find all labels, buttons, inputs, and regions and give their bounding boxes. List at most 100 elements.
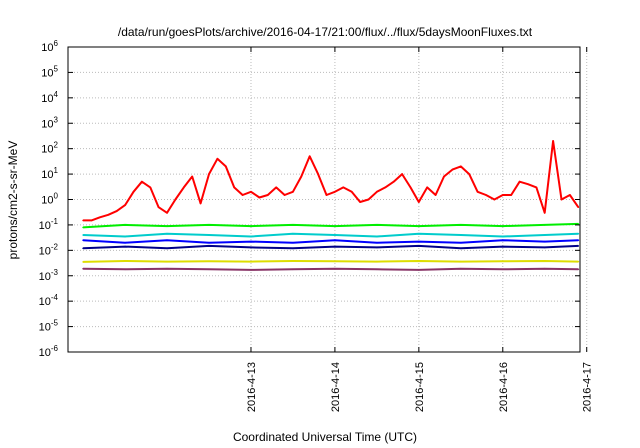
data-point	[208, 260, 210, 263]
data-point	[543, 212, 546, 214]
data-point	[82, 226, 84, 229]
data-point	[124, 260, 126, 262]
data-point	[543, 240, 546, 243]
data-point	[392, 180, 395, 183]
data-point	[577, 268, 580, 271]
data-point	[334, 234, 336, 236]
x-tick-label: 2016-4-15	[414, 362, 426, 412]
data-point	[258, 196, 261, 199]
y-tick-label: 10-1	[39, 217, 59, 232]
y-axis-ticks: 106 105 104 103 102 101 100 10-1 10-2 10-3 10-4 10-…	[39, 39, 59, 359]
data-point	[300, 175, 303, 178]
series-line-0	[83, 140, 580, 222]
data-point	[443, 175, 445, 178]
data-point	[434, 194, 437, 196]
y-tick-label: 101	[41, 166, 58, 181]
y-tick-label: 100	[41, 192, 58, 207]
data-point	[124, 235, 126, 238]
data-point	[376, 260, 378, 263]
data-point	[451, 168, 454, 171]
data-point	[577, 260, 580, 263]
y-tick-label: 10-3	[39, 268, 59, 283]
y-axis-label: protons/cm2-s-sr-MeV	[6, 141, 20, 260]
x-tick-label: 2016-4-16	[498, 362, 510, 412]
data-point	[292, 247, 294, 250]
data-point	[418, 245, 420, 247]
data-point	[527, 183, 529, 185]
data-point	[325, 194, 328, 196]
data-point	[476, 191, 479, 193]
y-axis-label-text: protons/cm2-s-sr-MeV	[6, 141, 20, 260]
data-point	[241, 194, 244, 196]
data-point	[149, 186, 152, 189]
x-tick-label: 2016-4-14	[330, 362, 342, 412]
data-point	[518, 180, 521, 183]
data-point	[577, 239, 580, 241]
data-point	[376, 191, 378, 193]
data-point	[82, 234, 84, 236]
data-point	[502, 235, 504, 238]
data-point	[124, 241, 126, 244]
x-axis-ticks: 2016-4-13 2016-4-14 2016-4-15 2016-4-16 2016…	[246, 362, 594, 412]
data-point	[132, 191, 135, 193]
data-point	[191, 175, 193, 178]
data-point	[250, 260, 252, 263]
x-axis-label: Coordinated Universal Time (UTC)	[233, 430, 417, 444]
data-point	[376, 241, 378, 244]
data-point	[552, 140, 554, 142]
series-line-6	[83, 267, 579, 271]
data-point	[317, 173, 319, 175]
data-point	[250, 235, 252, 238]
data-point	[543, 260, 546, 262]
data-point	[90, 219, 93, 222]
data-point	[535, 186, 538, 189]
data-point	[124, 268, 126, 271]
data-point	[460, 165, 462, 168]
series-line-4	[83, 244, 579, 250]
data-point	[460, 267, 462, 270]
data-point	[543, 234, 546, 236]
data-point	[502, 194, 504, 196]
data-point	[250, 225, 252, 227]
data-point	[292, 224, 294, 226]
data-point	[115, 210, 118, 212]
data-point	[250, 240, 252, 243]
data-point	[292, 268, 294, 271]
plot-frame	[67, 46, 588, 353]
data-point	[543, 267, 546, 270]
data-point	[82, 261, 84, 263]
data-point	[418, 232, 420, 235]
x-tick-label: 2016-4-13	[246, 362, 258, 412]
data-point	[292, 191, 294, 193]
data-point	[82, 239, 84, 241]
data-point	[292, 232, 294, 235]
data-point	[334, 260, 336, 263]
data-point	[418, 240, 420, 243]
data-point	[460, 260, 462, 263]
data-point	[426, 186, 429, 189]
data-point	[460, 224, 462, 226]
data-point	[124, 204, 126, 206]
data-point	[141, 180, 143, 183]
data-point	[560, 198, 563, 201]
data-point	[174, 198, 177, 201]
series-lines	[82, 140, 580, 271]
series-line-1	[83, 222, 579, 229]
data-point	[166, 225, 168, 227]
data-point	[367, 198, 370, 201]
data-point	[376, 224, 378, 226]
data-point	[569, 194, 571, 196]
y-tick-label: 10-6	[39, 344, 59, 359]
y-tick-label: 104	[41, 90, 58, 105]
y-tick-label: 102	[41, 141, 58, 156]
y-tick-label: 106	[41, 39, 58, 54]
data-point	[577, 223, 580, 225]
data-point	[334, 239, 336, 241]
data-point	[485, 194, 487, 196]
data-point	[418, 260, 420, 262]
data-point	[376, 268, 378, 271]
data-point	[460, 241, 462, 244]
data-point	[502, 260, 504, 263]
data-point	[124, 224, 126, 226]
data-point	[208, 234, 210, 236]
